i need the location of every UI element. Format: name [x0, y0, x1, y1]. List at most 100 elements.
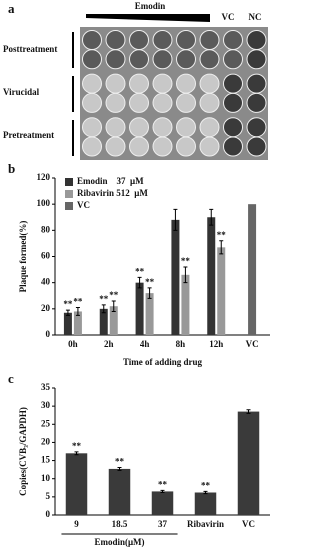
significance: ** [99, 294, 109, 304]
x-tick-label: 2h [104, 339, 114, 349]
error-bar [74, 451, 79, 456]
x-tick-label: 37 [158, 519, 168, 529]
well [246, 30, 267, 50]
error-bar [65, 309, 70, 316]
error-bar [137, 276, 142, 289]
significance: ** [181, 256, 191, 266]
figure: a Emodin VC NC Posttreatment Virucidal P… [3, 1, 270, 547]
y-tick-label: 25 [41, 418, 51, 428]
y-tick-label: 60 [41, 251, 51, 261]
x-tick-label: VC [246, 339, 259, 349]
vc-label: VC [222, 12, 235, 22]
x-tick-label: 8h [176, 339, 186, 349]
row-label: Posttreatment [3, 44, 57, 54]
error-bar [75, 307, 80, 316]
bar [108, 468, 131, 515]
well [82, 136, 102, 157]
legend-swatch [65, 178, 73, 186]
panel-label: a [8, 1, 15, 16]
well [82, 117, 102, 138]
well [129, 92, 149, 113]
error-bar [101, 304, 106, 314]
significance: ** [201, 480, 211, 490]
x-tick-label: VC [242, 519, 255, 529]
error-bar [183, 266, 188, 284]
well [223, 92, 243, 113]
y-tick-label: 5 [46, 491, 51, 501]
significance: ** [109, 290, 119, 300]
error-bar [219, 240, 224, 255]
y-tick-label: 120 [37, 172, 51, 182]
y-axis-label: Copies(CVB₃/GAPDH) [18, 407, 28, 496]
error-bar [203, 490, 208, 495]
nc-label: NC [249, 12, 262, 22]
y-tick-label: 100 [37, 198, 51, 208]
panel-label: b [8, 161, 15, 176]
well [152, 117, 173, 138]
error-bar [246, 409, 251, 414]
well [152, 30, 173, 50]
well [199, 73, 220, 94]
x-tick-label: 4h [140, 339, 150, 349]
error-bar [209, 208, 214, 226]
well [129, 49, 149, 70]
y-tick-label: 15 [41, 455, 51, 465]
bar [237, 411, 260, 515]
well [176, 49, 196, 70]
significance: ** [63, 299, 73, 309]
well [129, 73, 149, 94]
y-tick-label: 20 [41, 303, 51, 313]
well [176, 73, 196, 94]
well [223, 136, 243, 157]
bar [171, 219, 180, 335]
well [176, 30, 196, 50]
error-bar [173, 208, 178, 231]
bar [63, 312, 72, 335]
significance: ** [73, 297, 83, 307]
x-tick-label: 9 [74, 519, 79, 529]
bar [109, 306, 118, 335]
bar [217, 247, 226, 335]
bar [194, 492, 217, 515]
well [199, 30, 220, 50]
well [152, 73, 173, 94]
significance: ** [72, 441, 82, 451]
error-bar [147, 287, 152, 299]
y-tick-label: 0 [46, 329, 51, 339]
well [82, 92, 102, 113]
bar [135, 282, 144, 335]
x-tick-label: 0h [68, 339, 78, 349]
row-label: Pretreatment [3, 130, 54, 140]
well [152, 49, 173, 70]
legend-label: VC [77, 200, 90, 210]
well [152, 92, 173, 113]
y-tick-label: 0 [46, 509, 51, 519]
y-axis-label: Plaque formed(%) [18, 221, 28, 293]
well [199, 92, 220, 113]
error-bar [117, 466, 122, 471]
bar [181, 274, 190, 335]
well [82, 49, 102, 70]
bar [207, 217, 216, 335]
significance: ** [145, 277, 155, 287]
well [246, 49, 267, 70]
x-tick-label: 12h [209, 339, 223, 349]
well [176, 92, 196, 113]
bar [248, 204, 257, 335]
well [246, 92, 267, 113]
well [105, 136, 126, 157]
well [105, 49, 126, 70]
x-group-label: Emodin(μM) [94, 537, 144, 547]
well [82, 30, 102, 50]
panel-label: c [8, 371, 14, 386]
row-label: Virucidal [3, 87, 40, 97]
y-tick-label: 80 [41, 224, 51, 234]
well [176, 117, 196, 138]
well [105, 30, 126, 50]
bar [99, 308, 108, 335]
error-bar [111, 300, 116, 312]
x-tick-label: Ribavirin [187, 519, 224, 529]
well [223, 49, 243, 70]
legend-label: Emodin 37 μM [77, 176, 144, 186]
well [105, 117, 126, 138]
